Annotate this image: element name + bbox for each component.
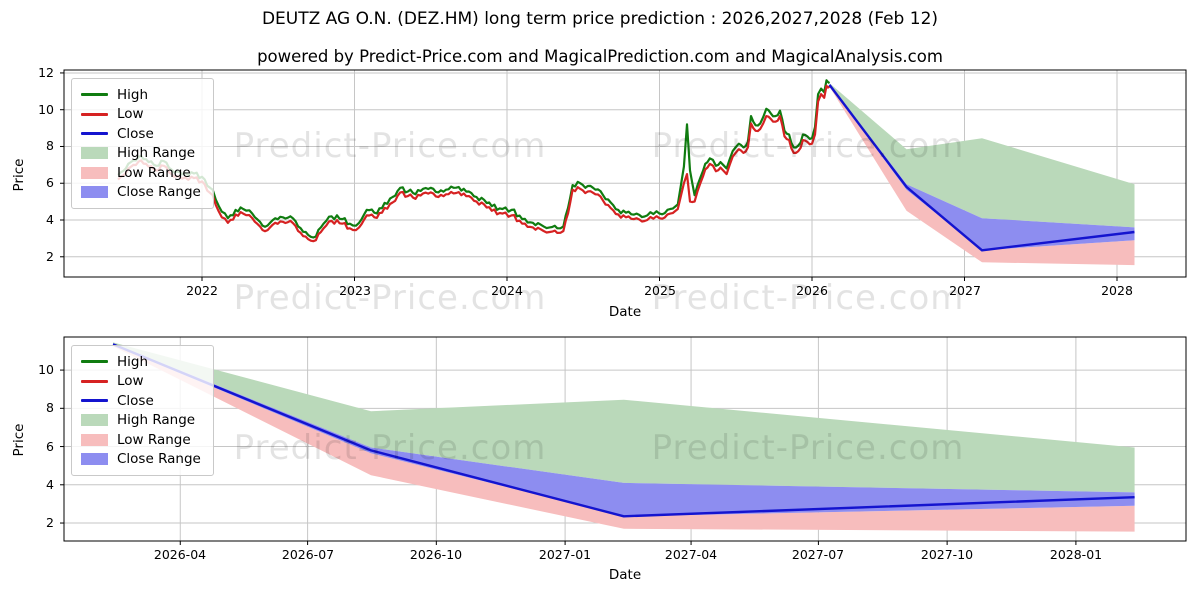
legend-label: Close Range <box>117 184 201 201</box>
top-y-tick-6: 6 <box>46 175 54 190</box>
legend-item-low-range: Low Range <box>81 163 201 183</box>
top-chart-high-range-band <box>829 83 1135 228</box>
bottom-y-tick-6: 6 <box>46 439 54 454</box>
bottom-x-tick-2026-10: 2026-10 <box>409 547 463 562</box>
legend-swatch-close-range-icon <box>81 453 108 466</box>
chart-subtitle: powered by Predict-Price.com and Magical… <box>257 47 943 66</box>
legend-label: High <box>117 86 149 103</box>
legend-swatch-high-range-icon <box>81 147 108 160</box>
bottom-x-tick-2027-04: 2027-04 <box>664 547 718 562</box>
legend-item-low: Low <box>81 105 201 125</box>
legend-label: Close Range <box>117 451 201 468</box>
top-x-tick-2024: 2024 <box>491 283 523 298</box>
top-x-tick-2025: 2025 <box>644 283 676 298</box>
legend-item-close-range: Close Range <box>81 450 201 470</box>
legend-swatch-low-range-icon <box>81 433 108 446</box>
top-y-axis-label: Price <box>11 158 27 192</box>
top-chart-close-forecast-line <box>828 84 1135 252</box>
top-x-tick-2028: 2028 <box>1101 283 1133 298</box>
legend-swatch-low-range-icon <box>81 166 108 179</box>
legend-label: High Range <box>117 145 196 162</box>
top-chart-high-line <box>117 79 831 239</box>
bottom-chart-legend: High Low Close High Range Low Range Close Ran… <box>71 345 214 476</box>
top-y-tick-8: 8 <box>46 138 54 153</box>
legend-swatch-high-range-icon <box>81 414 108 427</box>
bottom-x-tick-2026-07: 2026-07 <box>281 547 335 562</box>
legend-label: Close <box>117 125 154 142</box>
top-chart-low-line <box>117 84 831 243</box>
top-y-tick-10: 10 <box>38 102 54 117</box>
top-x-tick-2027: 2027 <box>949 283 981 298</box>
chart-title: DEUTZ AG O.N. (DEZ.HM) long term price p… <box>261 9 939 29</box>
legend-label: High Range <box>117 412 196 429</box>
legend-item-high: High <box>81 85 201 105</box>
top-x-tick-2026: 2026 <box>796 283 828 298</box>
bottom-y-tick-2: 2 <box>46 515 54 530</box>
legend-swatch-high-icon <box>81 360 108 364</box>
bottom-y-axis-label: Price <box>11 423 27 457</box>
legend-item-low-range: Low Range <box>81 430 201 450</box>
legend-swatch-close-icon <box>81 132 108 136</box>
bottom-chart-high-range-band <box>113 342 1135 493</box>
legend-item-high: High <box>81 352 201 372</box>
legend-label: Low Range <box>117 431 191 448</box>
legend-item-high-range: High Range <box>81 144 201 164</box>
top-chart-low-range-band <box>829 85 1135 266</box>
legend-swatch-close-icon <box>81 399 108 403</box>
legend-item-close-range: Close Range <box>81 183 201 203</box>
bottom-chart-low-range-band <box>113 345 1135 532</box>
top-y-tick-2: 2 <box>46 249 54 264</box>
legend-label: Low <box>117 106 144 123</box>
bottom-x-tick-2027-07: 2027-07 <box>791 547 845 562</box>
legend-label: Low Range <box>117 164 191 181</box>
legend-item-close: Close <box>81 391 201 411</box>
bottom-x-tick-2028-01: 2028-01 <box>1049 547 1103 562</box>
top-chart-legend: High Low Close High Range Low Range Close Ran… <box>71 78 214 209</box>
top-x-axis-label: Date <box>608 304 642 320</box>
bottom-y-tick-4: 4 <box>46 477 54 492</box>
bottom-x-tick-2027-10: 2027-10 <box>920 547 974 562</box>
legend-swatch-low-icon <box>81 379 108 383</box>
bottom-chart-close-range-band <box>113 343 1135 517</box>
legend-label: High <box>117 353 149 370</box>
bottom-x-tick-2026-04: 2026-04 <box>153 547 207 562</box>
bottom-chart-spines <box>63 336 1187 542</box>
bottom-y-tick-10: 10 <box>38 362 54 377</box>
bottom-chart-close-forecast-line <box>112 343 1135 518</box>
top-y-tick-4: 4 <box>46 212 54 227</box>
legend-swatch-close-range-icon <box>81 186 108 199</box>
legend-swatch-high-icon <box>81 93 108 97</box>
legend-item-high-range: High Range <box>81 411 201 431</box>
legend-label: Low <box>117 373 144 390</box>
legend-swatch-low-icon <box>81 112 108 116</box>
top-x-tick-2022: 2022 <box>186 283 218 298</box>
legend-item-close: Close <box>81 124 201 144</box>
bottom-y-tick-8: 8 <box>46 400 54 415</box>
top-y-tick-12: 12 <box>38 65 54 80</box>
top-chart-spines <box>63 69 1187 278</box>
top-x-tick-2023: 2023 <box>339 283 371 298</box>
legend-label: Close <box>117 392 154 409</box>
bottom-x-axis-label: Date <box>608 567 642 583</box>
bottom-x-tick-2027-01: 2027-01 <box>538 547 592 562</box>
legend-item-low: Low <box>81 372 201 392</box>
